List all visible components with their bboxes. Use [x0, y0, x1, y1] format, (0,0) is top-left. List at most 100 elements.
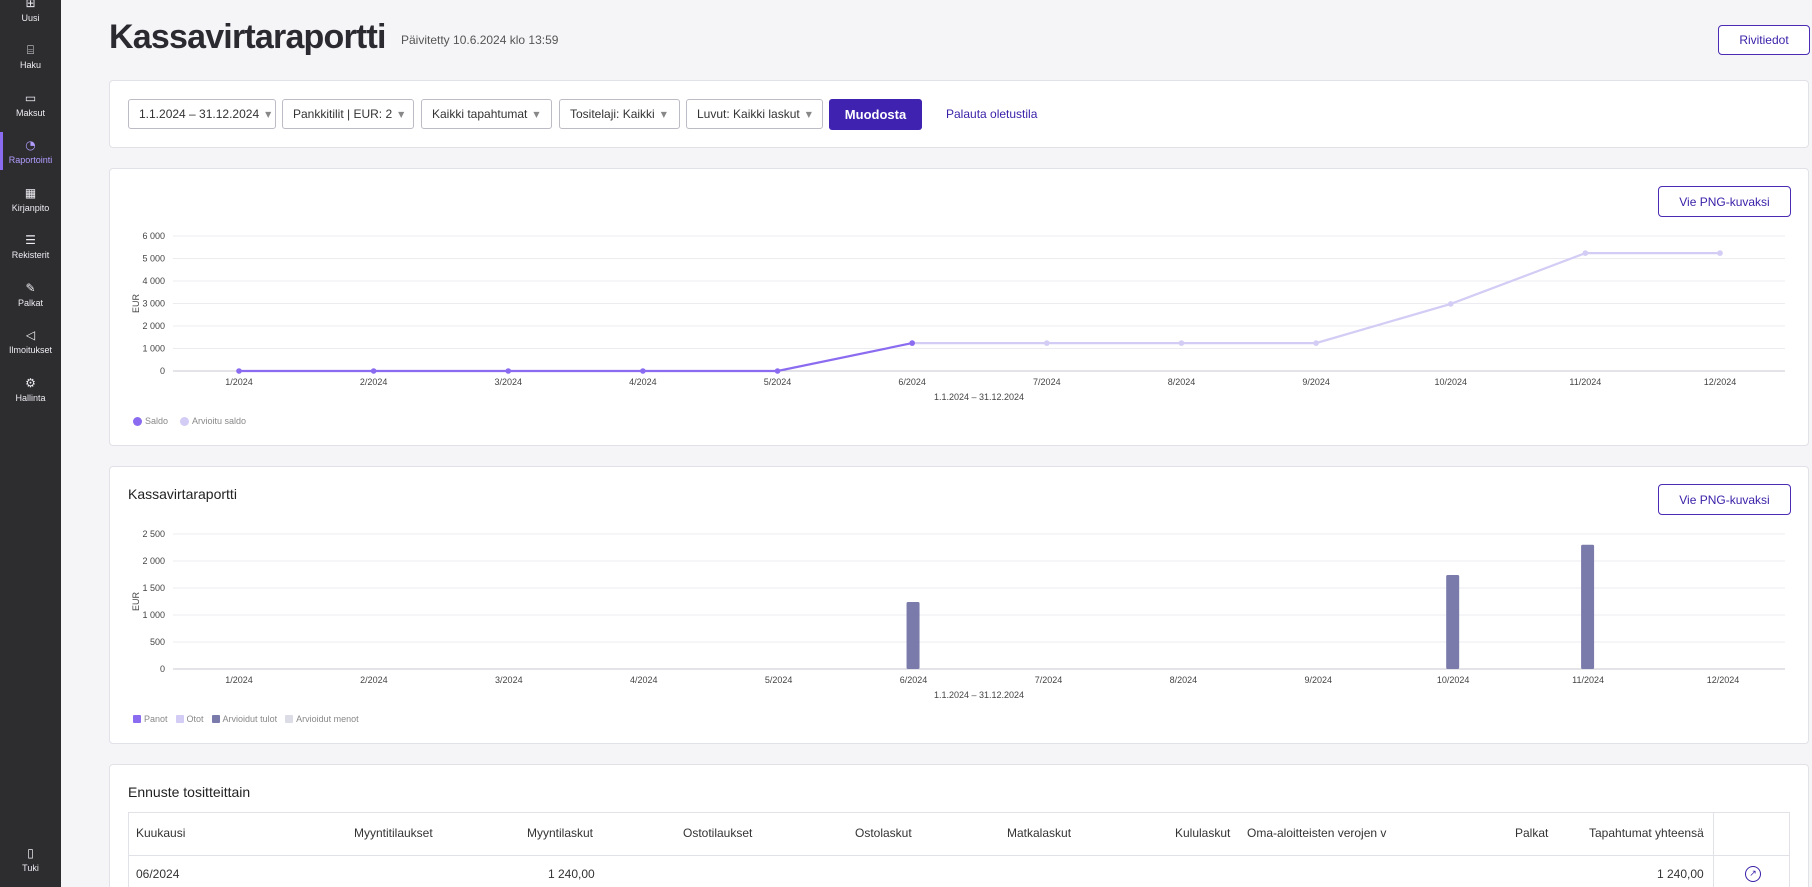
forecast-table [128, 812, 1790, 887]
data-point [505, 368, 512, 374]
bank-accounts-select[interactable]: Pankkitilit | EUR: 2 ▼ [282, 99, 414, 129]
data-point [1178, 340, 1185, 346]
sidebar-item-label: Hallinta [15, 392, 46, 403]
chevron-down-icon: ▼ [533, 109, 540, 119]
export-png-button[interactable]: Vie PNG-kuvaksi [1658, 484, 1791, 515]
updated-timestamp: Päivitetty 10.6.2024 klo 13:59 [401, 33, 559, 47]
sidebar-item-label: Tuki [22, 862, 39, 873]
bar [1446, 575, 1460, 669]
export-png-button[interactable]: Vie PNG-kuvaksi [1658, 186, 1791, 217]
sidebar-item-label: Kirjanpito [11, 202, 50, 213]
salary-icon: ✎ [25, 280, 36, 295]
x-tick-label: 9/2024 [1305, 675, 1333, 685]
x-tick-label: 12/2024 [1704, 377, 1737, 387]
y-tick-label: 0 [160, 366, 165, 376]
balance-line-chart: 0 1 000 2 000 3 000 4 000 5 000 6 000 1/2024 2/2… [131, 231, 1785, 402]
x-tick-label: 2/2024 [360, 675, 388, 685]
sidebar-item-label: Haku [19, 59, 41, 70]
new-icon: ⊞ [25, 0, 36, 10]
data-point [370, 368, 377, 374]
data-point [774, 368, 781, 374]
legend-label: Panot [144, 714, 168, 724]
x-tick-label: 6/2024 [900, 675, 928, 685]
legend-swatch-otot [175, 715, 184, 723]
table-header: Kululaskut [1175, 826, 1231, 840]
reset-link[interactable]: Palauta oletustila [946, 107, 1038, 121]
table-header: Kuukausi [136, 826, 186, 840]
table-header: Ostolaskut [855, 826, 912, 840]
x-tick-label: 10/2024 [1437, 675, 1470, 685]
table-cell-total: 1 240,00 [1657, 867, 1704, 881]
sidebar-item-kirjanpito[interactable]: ▦ Kirjanpito [0, 176, 61, 222]
sidebar: ⊞ Uusi ⌸ Haku ▭ Maksut ◔ Raportointi ▦ K… [0, 0, 61, 887]
series-line-1 [912, 251, 1720, 345]
x-tick-label: 5/2024 [764, 377, 792, 387]
sidebar-item-maksut[interactable]: ▭ Maksut [0, 81, 61, 127]
bank-accounts-value: Pankkitilit | EUR: 2 [293, 107, 393, 121]
data-point [640, 368, 646, 374]
sidebar-item-label: Raportointi [8, 154, 53, 165]
sidebar-item-haku[interactable]: ⌸ Haku [0, 33, 61, 79]
legend-swatch-forecast-expense [285, 715, 294, 723]
legend-swatch-panot [133, 715, 141, 723]
register-icon: ☰ [25, 232, 36, 247]
data-point [1717, 250, 1723, 256]
generate-button[interactable]: Muodosta [829, 99, 922, 130]
open-arrow-icon[interactable]: ↗ [1745, 866, 1761, 882]
y-tick-label: 6 000 [142, 231, 165, 241]
data-point [1313, 340, 1319, 346]
sidebar-item-rekisterit[interactable]: ☰ Rekisterit [0, 223, 61, 269]
cashflow-chart-card [109, 466, 1809, 744]
table-cell-month: 06/2024 [136, 867, 180, 881]
legend-swatch-forecast-saldo [180, 416, 190, 426]
x-tick-label: 6/2024 [898, 377, 926, 387]
legend-item-otot[interactable]: Otot [175, 714, 204, 724]
sidebar-item-uusi[interactable]: ⊞ Uusi [0, 0, 61, 32]
sidebar-item-tuki[interactable]: ▯ Tuki [0, 836, 61, 882]
data-point [1447, 301, 1454, 307]
sidebar-item-palkat[interactable]: ✎ Palkat [0, 271, 61, 317]
chevron-down-icon: ▼ [660, 109, 667, 119]
sidebar-item-label: Palkat [17, 297, 43, 308]
x-tick-label: 3/2024 [495, 675, 523, 685]
gear-icon: ⚙ [25, 375, 36, 390]
x-tick-label: 2/2024 [360, 377, 388, 387]
table-header: Oma-aloitteisten verojen v [1247, 826, 1387, 840]
legend-item-saldo[interactable]: Saldo [133, 416, 168, 426]
row-details-button[interactable]: Rivitiedot [1718, 25, 1810, 55]
x-tick-label: 7/2024 [1035, 675, 1063, 685]
sidebar-item-raportointi[interactable]: ◔ Raportointi [0, 128, 61, 174]
events-select[interactable]: Kaikki tapahtumat ▼ [421, 99, 552, 129]
sidebar-item-ilmoitukset[interactable]: ◁ Ilmoitukset [0, 318, 61, 364]
sidebar-item-label: Rekisterit [11, 249, 50, 260]
x-tick-label: 1/2024 [225, 377, 253, 387]
x-axis-label: 1.1.2024 – 31.12.2024 [934, 392, 1024, 402]
sidebar-item-label: Ilmoitukset [8, 344, 52, 355]
voucher-type-select[interactable]: Tositelaji: Kaikki ▼ [559, 99, 680, 129]
y-axis-label: EUR [131, 294, 141, 314]
legend-label: Arvioitu saldo [192, 416, 247, 426]
legend-item-forecast-saldo[interactable]: Arvioitu saldo [180, 416, 246, 426]
sidebar-item-hallinta[interactable]: ⚙ Hallinta [0, 366, 61, 412]
legend-item-forecast-income[interactable]: Arvioidut tulot [211, 714, 277, 724]
balance-chart-card [109, 168, 1809, 446]
table-header: Tapahtumat yhteensä [1589, 826, 1704, 840]
legend-swatch-forecast-income [211, 715, 220, 723]
table-header: Palkat [1515, 826, 1549, 840]
bar-chart-legend: Panot Otot Arvioidut tulot Arvioidut men… [133, 714, 359, 724]
legend-item-forecast-expense[interactable]: Arvioidut menot [285, 714, 359, 724]
x-tick-label: 11/2024 [1569, 377, 1601, 387]
figures-select[interactable]: Luvut: Kaikki laskut ▼ [686, 99, 823, 129]
legend-item-panot[interactable]: Panot [133, 714, 168, 724]
chevron-down-icon: ▼ [805, 109, 812, 119]
date-range-select[interactable]: 1.1.2024 – 31.12.2024 ▼ [128, 99, 276, 129]
table-header: Myyntitilaukset [354, 826, 433, 840]
bar [906, 602, 920, 669]
y-tick-label: 4 000 [142, 276, 165, 286]
data-point [1044, 340, 1050, 346]
page-title: Kassavirtaraportti [109, 18, 386, 56]
x-tick-label: 3/2024 [495, 377, 523, 387]
cashflow-chart-title: Kassavirtaraportti [128, 486, 237, 502]
y-tick-label: 1 500 [142, 583, 165, 593]
cashflow-bar-chart: 0 500 1 000 1 500 2 000 2 500 1/2024 2/2024 3/20… [131, 529, 1785, 700]
